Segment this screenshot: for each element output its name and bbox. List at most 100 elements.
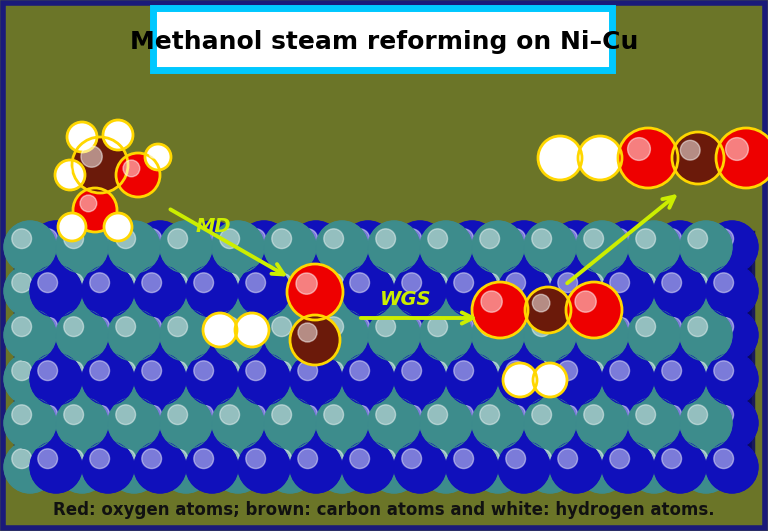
Circle shape — [576, 221, 628, 273]
Circle shape — [558, 273, 578, 293]
Circle shape — [628, 265, 680, 317]
Circle shape — [713, 317, 733, 337]
Circle shape — [316, 265, 368, 317]
Circle shape — [349, 273, 369, 293]
Circle shape — [56, 353, 108, 405]
Circle shape — [688, 361, 707, 381]
Circle shape — [420, 221, 472, 273]
Circle shape — [349, 229, 369, 249]
Circle shape — [672, 132, 724, 184]
Circle shape — [194, 449, 214, 468]
Circle shape — [342, 309, 394, 361]
Circle shape — [212, 309, 264, 361]
Circle shape — [680, 140, 700, 160]
Circle shape — [525, 287, 571, 333]
Circle shape — [290, 309, 342, 361]
Circle shape — [402, 361, 422, 381]
Circle shape — [524, 353, 576, 405]
Circle shape — [420, 309, 472, 361]
Circle shape — [134, 221, 186, 273]
Circle shape — [688, 273, 707, 293]
Circle shape — [134, 353, 186, 405]
Circle shape — [64, 405, 84, 425]
Circle shape — [713, 229, 733, 249]
Circle shape — [38, 361, 58, 381]
Circle shape — [454, 229, 474, 249]
Circle shape — [446, 309, 498, 361]
Circle shape — [420, 265, 472, 317]
Circle shape — [376, 229, 396, 249]
Circle shape — [103, 120, 133, 150]
Circle shape — [446, 353, 498, 405]
Circle shape — [4, 353, 56, 405]
Circle shape — [108, 309, 160, 361]
Circle shape — [508, 369, 521, 381]
Circle shape — [680, 221, 732, 273]
Circle shape — [480, 273, 499, 293]
Circle shape — [220, 317, 240, 337]
Circle shape — [73, 188, 117, 232]
Circle shape — [576, 441, 628, 493]
Circle shape — [238, 397, 290, 449]
Circle shape — [662, 449, 681, 468]
Circle shape — [368, 265, 420, 317]
Circle shape — [342, 221, 394, 273]
Circle shape — [688, 317, 707, 337]
Circle shape — [298, 273, 317, 293]
Circle shape — [134, 309, 186, 361]
Circle shape — [38, 273, 58, 293]
Circle shape — [71, 127, 83, 138]
Circle shape — [636, 361, 656, 381]
Circle shape — [558, 361, 578, 381]
Circle shape — [108, 441, 160, 493]
Circle shape — [506, 273, 525, 293]
Circle shape — [394, 309, 446, 361]
Circle shape — [428, 317, 448, 337]
Circle shape — [142, 229, 161, 249]
Circle shape — [402, 273, 422, 293]
Circle shape — [602, 265, 654, 317]
Circle shape — [116, 229, 136, 249]
Circle shape — [394, 441, 446, 493]
Circle shape — [160, 221, 212, 273]
Circle shape — [194, 361, 214, 381]
Circle shape — [60, 165, 71, 176]
Circle shape — [4, 397, 56, 449]
Circle shape — [108, 125, 119, 136]
Circle shape — [90, 405, 110, 425]
Circle shape — [108, 353, 160, 405]
Circle shape — [533, 363, 567, 397]
Circle shape — [264, 221, 316, 273]
Circle shape — [194, 317, 214, 337]
Circle shape — [194, 405, 214, 425]
Circle shape — [316, 353, 368, 405]
Circle shape — [167, 273, 187, 293]
Circle shape — [342, 441, 394, 493]
Circle shape — [506, 361, 525, 381]
Text: Methanol steam reforming on Ni–Cu: Methanol steam reforming on Ni–Cu — [130, 30, 638, 54]
Circle shape — [680, 397, 732, 449]
Circle shape — [558, 317, 578, 337]
Circle shape — [264, 309, 316, 361]
Circle shape — [30, 441, 82, 493]
Circle shape — [706, 397, 758, 449]
Circle shape — [654, 265, 706, 317]
Circle shape — [55, 160, 85, 190]
Circle shape — [160, 353, 212, 405]
Circle shape — [287, 264, 343, 320]
Circle shape — [264, 353, 316, 405]
Circle shape — [12, 317, 31, 337]
Circle shape — [298, 229, 317, 249]
Circle shape — [610, 229, 630, 249]
Circle shape — [272, 449, 292, 468]
Circle shape — [220, 273, 240, 293]
Circle shape — [167, 229, 187, 249]
Circle shape — [30, 265, 82, 317]
Circle shape — [212, 397, 264, 449]
Circle shape — [428, 405, 448, 425]
Circle shape — [610, 449, 630, 468]
Circle shape — [238, 309, 290, 361]
Circle shape — [82, 441, 134, 493]
Circle shape — [524, 265, 576, 317]
Circle shape — [428, 449, 448, 468]
